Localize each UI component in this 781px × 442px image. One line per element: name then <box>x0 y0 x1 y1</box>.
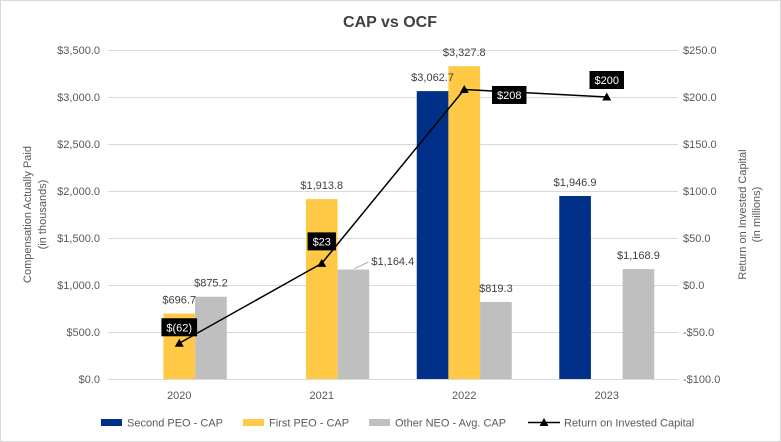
data-label-first-peo-cap-2020: $696.7 <box>162 295 196 307</box>
data-label-box <box>492 85 527 104</box>
y-axis-title-line-2: (in thousands) <box>37 180 49 250</box>
data-label-other-neo-avg-cap-2020: $875.2 <box>194 278 228 290</box>
legend-label: Return on Invested Capital <box>564 418 694 430</box>
y-axis-title: Compensation Actually Paid (in thousands… <box>22 146 49 283</box>
y2-axis-tick-label: $250.0 <box>683 45 717 57</box>
data-label-box <box>589 71 624 89</box>
y2-axis-title: Return on Invested Capital (in millions) <box>737 149 763 279</box>
x-axis-label-2022: 2022 <box>452 390 476 402</box>
roic-marker-2022 <box>459 84 469 93</box>
legend-swatch <box>369 419 390 426</box>
data-label-text: $23 <box>313 236 331 248</box>
bar-other-neo-avg-cap-2023 <box>622 269 655 379</box>
data-label-text: $(62) <box>166 322 192 334</box>
x-axis-label-2023: 2023 <box>595 390 619 402</box>
y2-axis-tick-label: $150.0 <box>683 139 717 151</box>
data-label-other-neo-avg-cap-2021: $1,164.4 <box>371 256 414 268</box>
bar-other-neo-avg-cap-2022 <box>480 301 512 379</box>
roic-data-label-2020: $(62) <box>161 318 198 337</box>
legend: Second PEO - CAP First PEO - CAP Other NEO… <box>101 418 694 430</box>
legend-label: Other NEO - Avg. CAP <box>395 418 506 430</box>
bar-other-neo-avg-cap-2020 <box>195 296 227 379</box>
y-axis-tick-label: $0.0 <box>79 374 100 386</box>
y2-axis-tick-label: -$50.0 <box>683 327 714 339</box>
y-axis-ticks: $0.0 $500.0 $1,000.0 $1,500.0 $2,000.0 $2,500… <box>57 45 100 386</box>
roic-line <box>178 88 607 344</box>
legend-swatch <box>243 419 264 426</box>
y-axis-tick-label: $500.0 <box>66 327 100 339</box>
roic-data-label-2021: $23 <box>307 232 336 251</box>
data-label-second-peo-cap-2023: $1,946.9 <box>554 177 597 189</box>
y2-axis-tick-label: $100.0 <box>683 186 717 198</box>
y2-axis-tick-label: $0.0 <box>683 280 704 292</box>
roic-marker-2020 <box>174 338 184 347</box>
bar-second-peo-cap-2023 <box>559 195 591 379</box>
data-label-first-peo-cap-2022: $3,327.8 <box>443 47 486 59</box>
roic-data-labels: $(62) $23 $208 $200 <box>161 71 624 337</box>
y-axis-tick-label: $3,000.0 <box>57 92 100 104</box>
y2-axis-tick-label: $200.0 <box>683 92 717 104</box>
y-axis-tick-label: $2,000.0 <box>57 186 100 198</box>
roic-data-label-2022: $208 <box>492 85 527 104</box>
y2-axis-title-line-2: (in millions) <box>751 187 763 243</box>
bar-first-peo-cap-2021 <box>305 199 338 379</box>
y-axis-tick-label: $3,500.0 <box>57 45 100 57</box>
data-label-second-peo-cap-2022: $3,062.7 <box>411 72 454 84</box>
roic-line-series <box>174 84 612 347</box>
x-axis-label-2021: 2021 <box>310 390 334 402</box>
chart-title: CAP vs OCF <box>343 14 437 31</box>
data-label-leader-line <box>354 261 369 269</box>
legend-swatch <box>101 419 122 426</box>
y2-axis-title-line-1: Return on Invested Capital <box>737 149 749 279</box>
bar-second-peo-cap-2022 <box>416 91 449 379</box>
legend-label: Second PEO - CAP <box>127 418 223 430</box>
x-axis-ticks: 2020 2021 2022 2023 <box>167 390 619 402</box>
data-label-text: $208 <box>497 90 521 102</box>
legend-item-second-peo-cap: Second PEO - CAP <box>101 418 223 430</box>
y2-axis-tick-label: $50.0 <box>683 233 711 245</box>
legend-triangle-icon <box>539 418 549 426</box>
x-axis-label-2020: 2020 <box>167 390 191 402</box>
y-axis-tick-label: $1,500.0 <box>57 233 100 245</box>
bar-first-peo-cap-2022 <box>448 66 481 379</box>
y-axis-tick-label: $1,000.0 <box>57 280 100 292</box>
data-label-other-neo-avg-cap-2023: $1,168.9 <box>617 250 660 262</box>
data-label-text: $200 <box>595 75 619 87</box>
legend-item-return-on-invested-capital: Return on Invested Capital <box>528 418 694 430</box>
data-label-first-peo-cap-2021: $1,913.8 <box>300 180 343 192</box>
bar-data-labels: $3,062.7 $1,946.9 $696.7 $1,913.8 $3,327.8 $8… <box>162 47 659 306</box>
roic-marker-2021 <box>317 258 327 267</box>
roic-marker-2023 <box>602 92 612 101</box>
y2-axis-ticks: -$100.0 -$50.0 $0.0 $50.0 $100.0 $150.0 $200.0… <box>683 45 720 386</box>
y2-axis-tick-label: -$100.0 <box>683 374 720 386</box>
roic-data-label-2023: $200 <box>589 71 624 89</box>
legend-item-first-peo-cap: First PEO - CAP <box>243 418 349 430</box>
y-axis-title-line-1: Compensation Actually Paid <box>22 146 34 283</box>
legend-label: First PEO - CAP <box>269 418 349 430</box>
bar-series <box>163 66 655 379</box>
data-label-box <box>307 232 336 251</box>
data-label-other-neo-avg-cap-2022: $819.3 <box>479 283 513 295</box>
bar-other-neo-avg-cap-2021 <box>337 269 370 379</box>
data-label-box <box>161 318 198 337</box>
y-axis-tick-label: $2,500.0 <box>57 139 100 151</box>
legend-item-other-neo-avg-cap: Other NEO - Avg. CAP <box>369 418 506 430</box>
